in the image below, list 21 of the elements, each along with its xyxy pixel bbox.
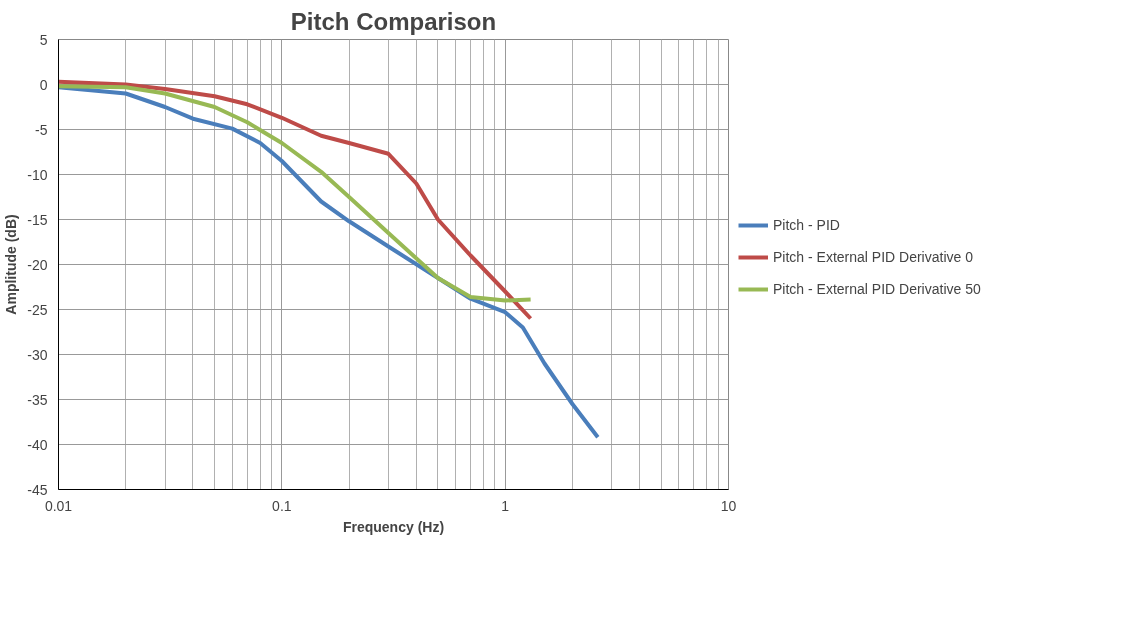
y-tick-label: -35 [27, 391, 48, 408]
x-tick-label: 0.1 [272, 497, 292, 514]
y-tick-label: -40 [27, 436, 48, 453]
y-tick-label: -20 [27, 256, 48, 273]
legend-label: Pitch - External PID Derivative 50 [773, 281, 981, 297]
x-tick-label: 0.01 [44, 497, 73, 514]
y-tick-label: -5 [35, 121, 48, 138]
legend-label: Pitch - PID [773, 217, 840, 233]
y-tick-label: 5 [39, 31, 48, 48]
y-axis-title: Amplitude (dB) [3, 214, 20, 315]
y-tick-label: -15 [27, 211, 48, 228]
x-tick-label: 10 [720, 497, 737, 514]
y-tick-label: -45 [27, 481, 48, 498]
y-tick-label: -30 [27, 346, 48, 363]
y-tick-label: 0 [39, 76, 48, 93]
chart-title: Pitch Comparison [290, 7, 497, 35]
x-tick-label: 1 [501, 497, 510, 514]
y-tick-label: -25 [27, 301, 48, 318]
legend-label: Pitch - External PID Derivative 0 [773, 249, 973, 265]
x-axis-title: Frequency (Hz) [342, 518, 445, 535]
y-tick-label: -10 [27, 166, 48, 183]
